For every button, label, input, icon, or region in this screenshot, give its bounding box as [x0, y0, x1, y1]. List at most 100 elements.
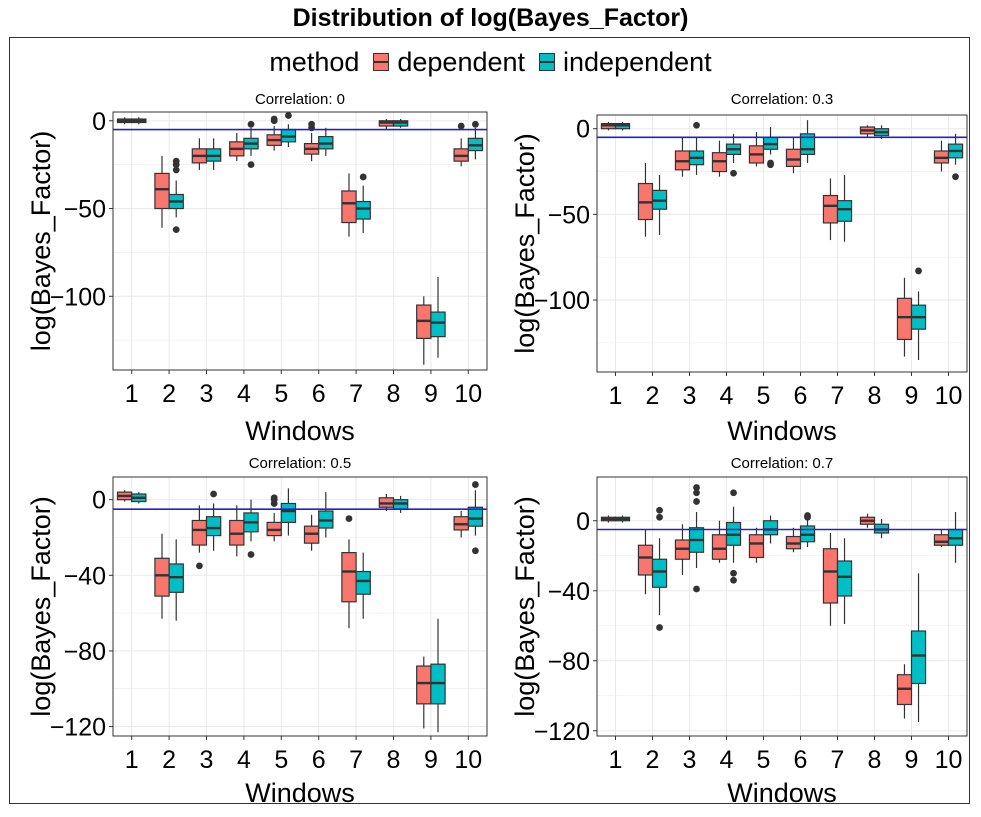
panel-3: 0 −40 −80 −120 1 2 3 4 5 6 7 8 9 10 Correlation: 0.5 Wi… — [26, 455, 488, 808]
y-axis-label: log(Bayes_Factor) — [26, 496, 56, 717]
panel-title: Correlation: 0.5 — [249, 455, 352, 472]
box-outlier-point — [270, 115, 278, 123]
box-independent-window-2 — [651, 174, 668, 235]
box-outlier-point — [172, 226, 180, 233]
x-tick-label: 4 — [237, 746, 251, 774]
y-tick-label: −120 — [534, 718, 590, 746]
x-tick-label: 8 — [387, 746, 401, 774]
box-outlier-point — [345, 515, 353, 522]
box-dependent-window-4 — [711, 520, 728, 563]
box-outlier-point — [952, 173, 959, 181]
box-outlier-point — [693, 498, 700, 505]
box-outlier-point — [172, 161, 180, 169]
box-independent-window-1 — [131, 117, 147, 125]
box-independent-window-7 — [355, 552, 371, 619]
x-tick-label: 5 — [274, 746, 288, 774]
box-outlier-point — [730, 576, 737, 584]
x-axis-label: Windows — [727, 416, 837, 446]
box-body — [154, 557, 170, 597]
box-independent-window-2 — [651, 506, 668, 631]
box-outlier-point — [172, 166, 180, 174]
box-independent-window-4 — [725, 489, 742, 584]
y-tick-label: −80 — [548, 648, 590, 676]
box-outlier-point — [730, 169, 737, 177]
box-independent-window-8 — [873, 125, 890, 139]
y-tick-label: −40 — [64, 562, 106, 590]
box-dependent-window-4 — [711, 140, 728, 177]
box-outlier-point — [767, 159, 774, 167]
legend-title: method — [269, 46, 360, 77]
box-outlier-point — [472, 120, 479, 128]
box-independent-window-5 — [280, 488, 297, 536]
box-body — [822, 548, 839, 604]
box-independent-window-1 — [131, 492, 147, 504]
box-dependent-window-7 — [822, 533, 839, 626]
box-dependent-window-3 — [191, 138, 208, 170]
box-dependent-window-3 — [191, 505, 208, 570]
box-body — [341, 552, 357, 603]
box-outlier-point — [195, 562, 203, 570]
box-outlier-point — [270, 494, 278, 502]
x-tick-label: 7 — [349, 746, 363, 774]
x-tick-label: 3 — [200, 380, 214, 408]
box-dependent-window-2 — [154, 155, 170, 228]
box-outlier-point — [804, 513, 811, 521]
box-outlier-point — [656, 513, 663, 521]
x-tick-label: 8 — [868, 382, 882, 410]
box-body — [355, 200, 371, 220]
legend: method dependent independent — [0, 42, 981, 82]
box-body — [154, 172, 170, 210]
x-tick-label: 9 — [424, 746, 438, 774]
x-tick-label: 9 — [905, 746, 919, 774]
box-body — [836, 200, 853, 222]
x-tick-label: 3 — [200, 746, 214, 774]
y-axis-label: log(Bayes_Factor) — [510, 496, 540, 717]
x-tick-label: 6 — [794, 382, 808, 410]
box-independent-window-7 — [836, 538, 853, 624]
box-independent-window-3 — [688, 121, 705, 175]
box-dependent-window-5 — [748, 527, 765, 563]
x-tick-label: 10 — [935, 746, 963, 774]
box-body — [748, 534, 765, 559]
box-dependent-window-5 — [266, 494, 282, 542]
box-body — [467, 506, 484, 527]
x-tick-label: 9 — [905, 382, 919, 410]
box-outlier-point — [730, 489, 737, 497]
box-outlier-point — [210, 490, 218, 498]
panel-2: 0 −50 −100 1 2 3 4 5 6 7 8 9 10 Correlation: 0.3 Windo… — [510, 91, 968, 446]
x-tick-label: 2 — [646, 746, 660, 774]
box-independent-window-4 — [725, 133, 742, 177]
legend-label-dependent: dependent — [397, 46, 526, 77]
box-dependent-window-9 — [416, 656, 432, 729]
box-independent-window-9 — [430, 276, 446, 358]
y-tick-label: −120 — [50, 714, 106, 742]
box-dependent-window-2 — [637, 529, 654, 595]
box-dependent-window-7 — [341, 173, 357, 237]
box-outlier-point — [656, 624, 663, 631]
box-independent-window-5 — [280, 112, 297, 148]
box-outlier-point — [693, 489, 700, 497]
box-body — [896, 297, 913, 341]
x-tick-label: 7 — [831, 746, 845, 774]
box-independent-window-6 — [318, 492, 334, 538]
box-independent-window-10 — [467, 120, 484, 160]
panel-title: Correlation: 0.7 — [731, 455, 834, 472]
box-dependent-window-7 — [822, 178, 839, 241]
box-independent-window-9 — [910, 573, 927, 722]
box-independent-window-6 — [799, 120, 816, 163]
panel-title: Correlation: 0.3 — [731, 91, 834, 108]
box-body — [355, 570, 371, 595]
x-tick-label: 6 — [312, 746, 326, 774]
box-independent-window-3 — [205, 138, 222, 170]
box-independent-window-7 — [355, 173, 371, 234]
panel-border — [596, 476, 968, 737]
box-independent-window-7 — [836, 174, 853, 242]
box-independent-window-1 — [614, 515, 631, 523]
x-tick-label: 2 — [162, 380, 176, 408]
x-axis-label: Windows — [245, 778, 355, 808]
x-tick-label: 1 — [125, 746, 139, 774]
box-body — [191, 519, 208, 546]
x-axis-label: Windows — [727, 778, 837, 808]
x-tick-label: 10 — [454, 380, 482, 408]
